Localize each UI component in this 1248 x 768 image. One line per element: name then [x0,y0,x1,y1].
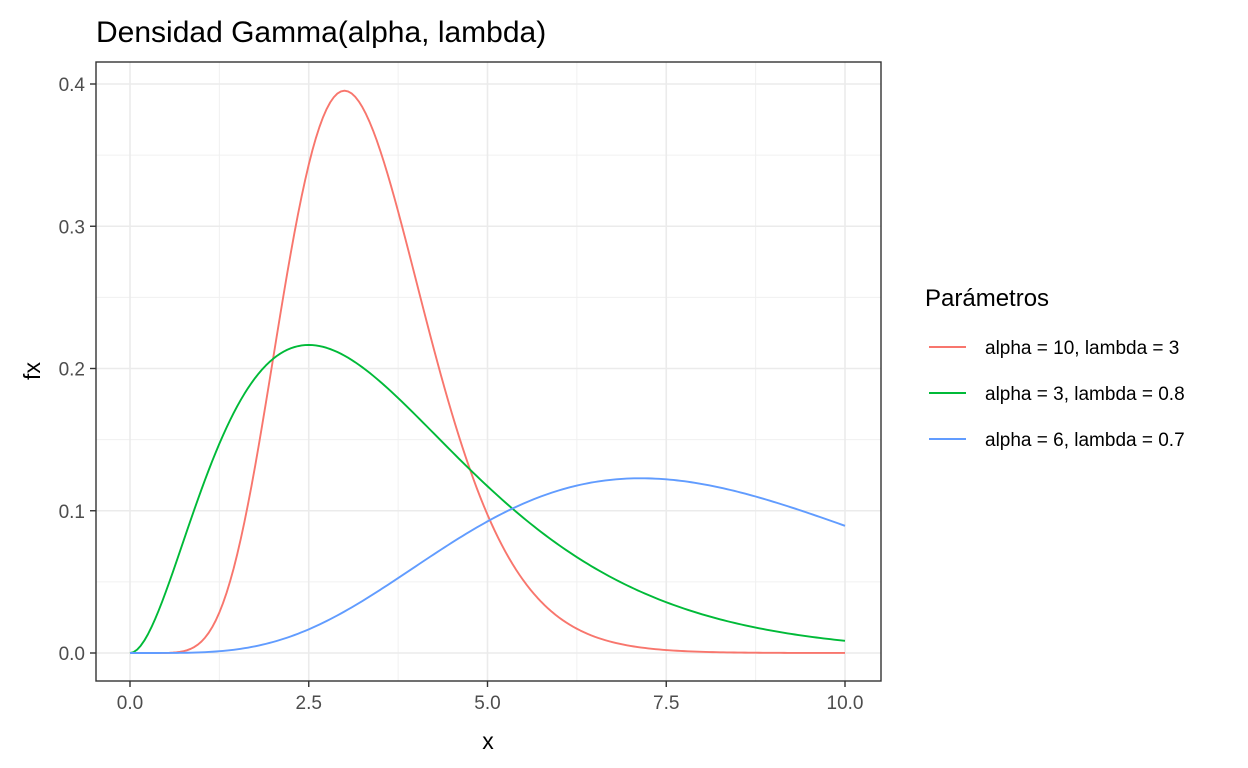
y-tick-label: 0.0 [59,644,85,665]
density-curve-1 [129,344,846,654]
y-tick-label: 0.1 [59,502,85,523]
density-curves [129,89,846,654]
y-axis: 0.0 0.1 0.2 0.3 0.4 [59,75,96,665]
grid-minor [96,62,881,681]
legend-item-alpha10-lambda3: alpha = 10, lambda = 3 [929,338,1179,359]
y-tick-label: 0.4 [59,75,86,96]
x-tick-label: 2.5 [296,693,322,714]
panel-border [95,61,882,682]
legend-title: Parámetros [925,285,1049,312]
legend-item-alpha3-lambda08: alpha = 3, lambda = 0.8 [929,384,1185,405]
x-tick-label: 5.0 [474,693,500,714]
density-curve-0 [130,89,845,654]
y-axis-label: fx [19,362,45,380]
density-curve-2 [130,477,846,654]
panel-background [96,62,881,681]
legend: Parámetros alpha = 10, lambda = 3 alpha … [925,285,1185,451]
x-tick-label: 10.0 [827,693,864,714]
legend-label: alpha = 3, lambda = 0.8 [985,384,1185,405]
plot-panel [95,61,882,682]
x-tick-label: 0.0 [117,693,143,714]
x-axis: 0.0 2.5 5.0 7.5 10.0 [117,681,864,714]
y-tick-label: 0.3 [59,217,85,238]
y-tick-label: 0.2 [59,360,85,381]
legend-item-alpha6-lambda07: alpha = 6, lambda = 0.7 [929,430,1185,451]
x-tick-label: 7.5 [653,693,679,714]
grid-major [96,62,881,681]
legend-label: alpha = 10, lambda = 3 [985,338,1179,359]
legend-label: alpha = 6, lambda = 0.7 [985,430,1185,451]
chart-title: Densidad Gamma(alpha, lambda) [96,16,546,49]
x-axis-label: x [482,728,494,754]
